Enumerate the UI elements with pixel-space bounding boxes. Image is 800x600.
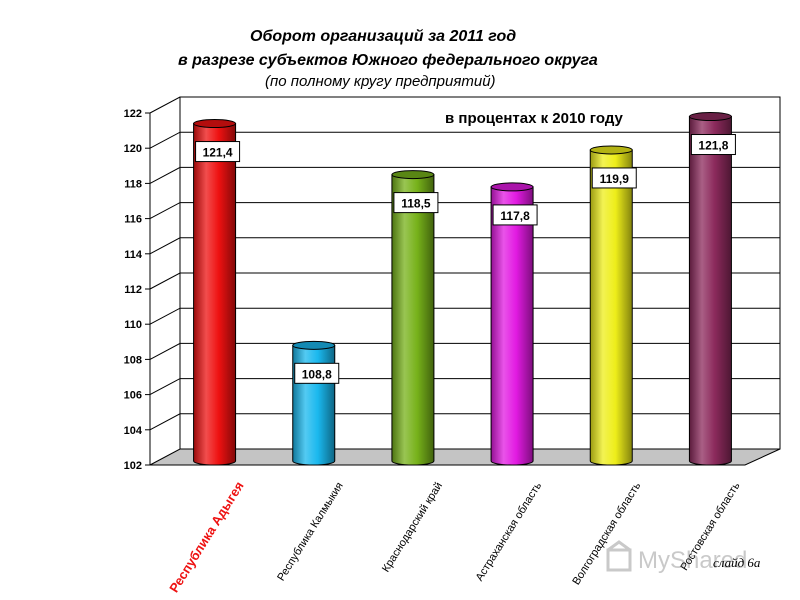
floor — [149, 448, 781, 466]
chart-title-line-2: в разрезе субъектов Южного федерального … — [178, 52, 598, 69]
grid-line — [149, 413, 780, 431]
data-label: 108,8 — [294, 362, 340, 384]
watermark-logo: MyShared — [606, 540, 747, 574]
chart-walls — [149, 96, 781, 466]
grid-line — [149, 307, 780, 325]
y-tick-label: 110 — [124, 319, 142, 331]
grid-line — [149, 237, 780, 255]
bar: 118,5 — [391, 170, 439, 466]
grid-line — [149, 342, 780, 360]
data-label-box — [492, 204, 538, 226]
bar: 121,4 — [193, 119, 241, 466]
y-axis: 102 104 106 108 110 112 114 116 118 120 122 — [124, 108, 150, 472]
bar: 108,8 — [292, 340, 340, 466]
data-label-text: 108,8 — [302, 367, 332, 381]
grid-line — [149, 131, 780, 149]
bar-top — [490, 182, 534, 192]
y-tick-label: 102 — [124, 460, 142, 472]
bar: 117,8 — [490, 182, 538, 466]
data-label-text: 119,9 — [600, 172, 630, 186]
data-label-text: 121,8 — [698, 139, 728, 153]
bar-top — [589, 145, 633, 155]
grid-line — [149, 378, 780, 396]
bar-top — [292, 340, 336, 350]
bar-body — [193, 123, 237, 466]
grid-line — [149, 96, 780, 114]
chart-title-line-1: Оборот организаций за 2011 год — [250, 28, 517, 45]
bar-body — [490, 186, 534, 466]
data-label-text: 118,5 — [401, 197, 431, 211]
slide-number-label: слайд 6а — [713, 555, 761, 570]
data-label: 121,4 — [195, 141, 241, 163]
y-tick-label: 116 — [124, 214, 142, 226]
data-label-box — [591, 167, 637, 189]
data-label: 119,9 — [591, 167, 637, 189]
data-label-box — [393, 192, 439, 214]
data-label-box — [294, 362, 340, 384]
grid-line — [149, 272, 780, 290]
y-tick-label: 120 — [124, 143, 142, 155]
watermark-text: MyShared — [638, 547, 747, 574]
data-label-box — [195, 141, 241, 163]
grid-lines — [149, 96, 780, 431]
y-tick-label: 106 — [124, 390, 142, 402]
chart-subtitle: (по полному кругу предприятий) — [265, 73, 496, 90]
bar-body — [391, 174, 435, 466]
y-tick-label: 112 — [124, 284, 142, 296]
data-label-text: 117,8 — [500, 209, 530, 223]
x-tick-label: Республика Калмыкия — [275, 480, 346, 583]
bar-top — [193, 119, 237, 129]
bar: 119,9 — [589, 145, 637, 466]
bar-top — [688, 112, 732, 122]
bar-body — [688, 116, 732, 466]
y-tick-label: 118 — [124, 178, 142, 190]
bar-top — [391, 170, 435, 180]
data-label: 117,8 — [492, 204, 538, 226]
x-tick-label: Краснодарский край — [380, 480, 445, 574]
grid-line — [149, 166, 780, 184]
bar-body — [589, 149, 633, 466]
y-tick-label: 122 — [124, 108, 142, 120]
y-tick-label: 104 — [124, 425, 143, 437]
data-label-box — [690, 134, 736, 156]
x-tick-label: Астраханская область — [474, 480, 545, 583]
data-label: 121,8 — [690, 134, 736, 156]
chart-annotation: в процентах к 2010 году — [445, 110, 624, 127]
data-label-text: 121,4 — [203, 146, 233, 160]
data-label: 118,5 — [393, 192, 439, 214]
y-tick-label: 108 — [124, 354, 142, 366]
grid-line — [149, 202, 780, 220]
bars: 121,4 108,8 118,5 117,8 119,9 121,8 — [193, 112, 736, 466]
bar: 121,8 — [688, 112, 736, 466]
x-tick-label: Республика Адыгея — [166, 479, 247, 595]
y-tick-label: 114 — [124, 249, 143, 261]
